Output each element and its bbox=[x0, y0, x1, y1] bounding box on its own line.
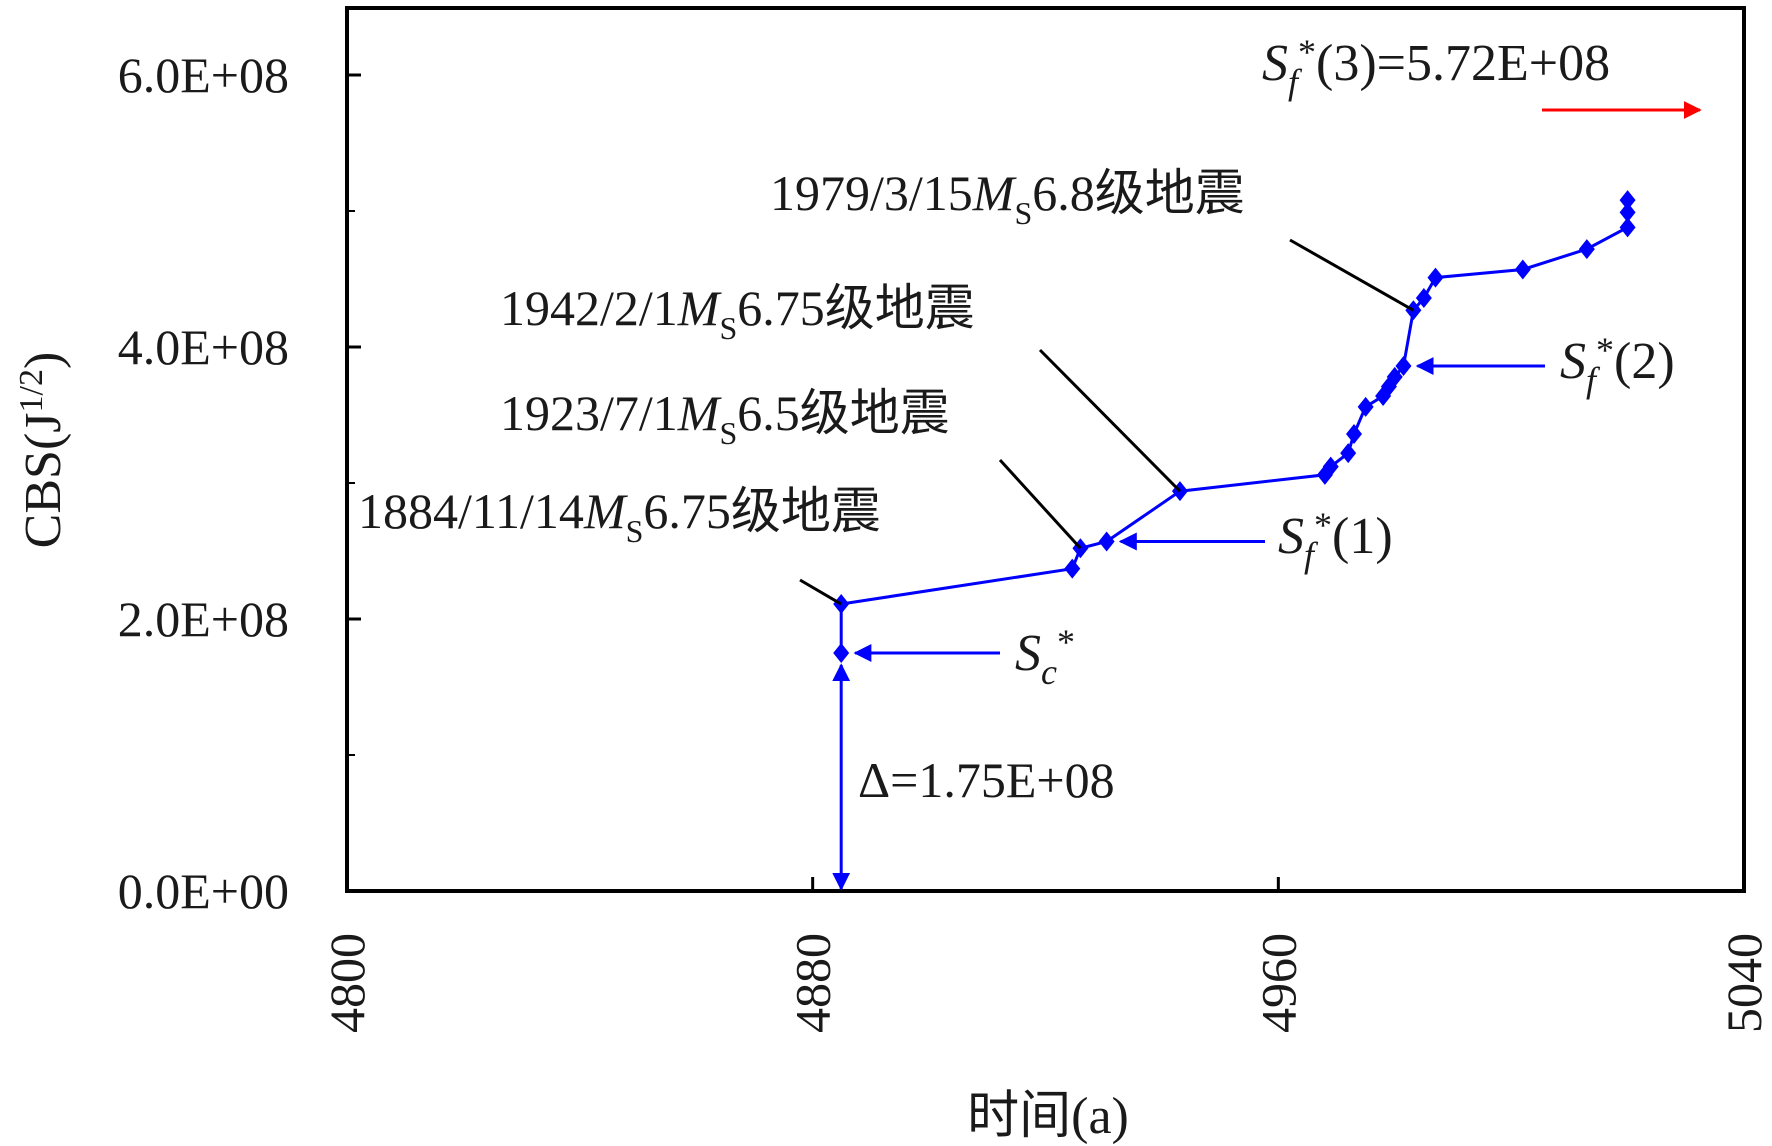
data-point bbox=[1415, 288, 1432, 309]
data-point bbox=[1619, 190, 1636, 211]
earthquake-label: 1942/2/1MS6.75级地震 bbox=[500, 280, 975, 346]
x-axis-title: 时间(a) bbox=[967, 1088, 1129, 1145]
annotations: 1884/11/14MS6.75级地震 1923/7/1MS6.5级地震 1942/… bbox=[358, 32, 1702, 808]
plot-frame bbox=[345, 6, 1746, 893]
x-tick-label: 4880 bbox=[785, 933, 841, 1033]
data-point bbox=[1514, 259, 1531, 280]
earthquake-label: 1923/7/1MS6.5级地震 bbox=[500, 385, 950, 451]
leader-line bbox=[998, 458, 1082, 550]
y-tick-label: 4.0E+08 bbox=[118, 319, 289, 375]
marker-label: Sf*(1) bbox=[1278, 505, 1393, 575]
x-tick-label: 5040 bbox=[1716, 933, 1772, 1033]
data-series bbox=[832, 190, 1636, 891]
x-tick-label: 4960 bbox=[1250, 933, 1306, 1033]
data-point bbox=[1386, 366, 1403, 387]
y-axis: 0.0E+00 2.0E+08 4.0E+08 6.0E+08 bbox=[118, 47, 361, 919]
data-point bbox=[833, 643, 850, 663]
y-tick-label: 2.0E+08 bbox=[118, 591, 289, 647]
data-point bbox=[1098, 531, 1115, 552]
data-point bbox=[1340, 443, 1357, 464]
earthquake-label: 1979/3/15MS6.8级地震 bbox=[770, 165, 1245, 231]
leader-line bbox=[1289, 238, 1415, 312]
sf3-label: Sf*(3)=5.72E+08 bbox=[1262, 32, 1610, 102]
data-point bbox=[1346, 424, 1363, 445]
x-tick-label: 4800 bbox=[319, 933, 375, 1033]
data-point bbox=[1064, 558, 1081, 579]
data-point bbox=[1427, 267, 1444, 288]
x-axis: 4800 4880 4960 5040 bbox=[319, 877, 1772, 1033]
marker-label: Sc* bbox=[1015, 622, 1075, 692]
data-point bbox=[1395, 356, 1412, 377]
data-point bbox=[1619, 202, 1636, 223]
leader-line bbox=[799, 578, 842, 606]
earthquake-label: 1884/11/14MS6.75级地震 bbox=[358, 483, 881, 549]
y-axis-title-sup: 1/2 bbox=[13, 369, 50, 412]
marker-label: Sf*(2) bbox=[1560, 330, 1675, 400]
series-line bbox=[839, 200, 1630, 653]
y-tick-label: 6.0E+08 bbox=[118, 47, 289, 103]
leader-line bbox=[1038, 348, 1182, 493]
data-point bbox=[1619, 217, 1636, 238]
data-point bbox=[1322, 456, 1339, 477]
delta-label: Δ=1.75E+08 bbox=[858, 752, 1115, 808]
data-point bbox=[1578, 239, 1595, 260]
data-point bbox=[1357, 396, 1374, 417]
y-tick-label: 0.0E+00 bbox=[118, 863, 289, 919]
y-axis-title: CBS(J1/2) bbox=[13, 352, 72, 549]
